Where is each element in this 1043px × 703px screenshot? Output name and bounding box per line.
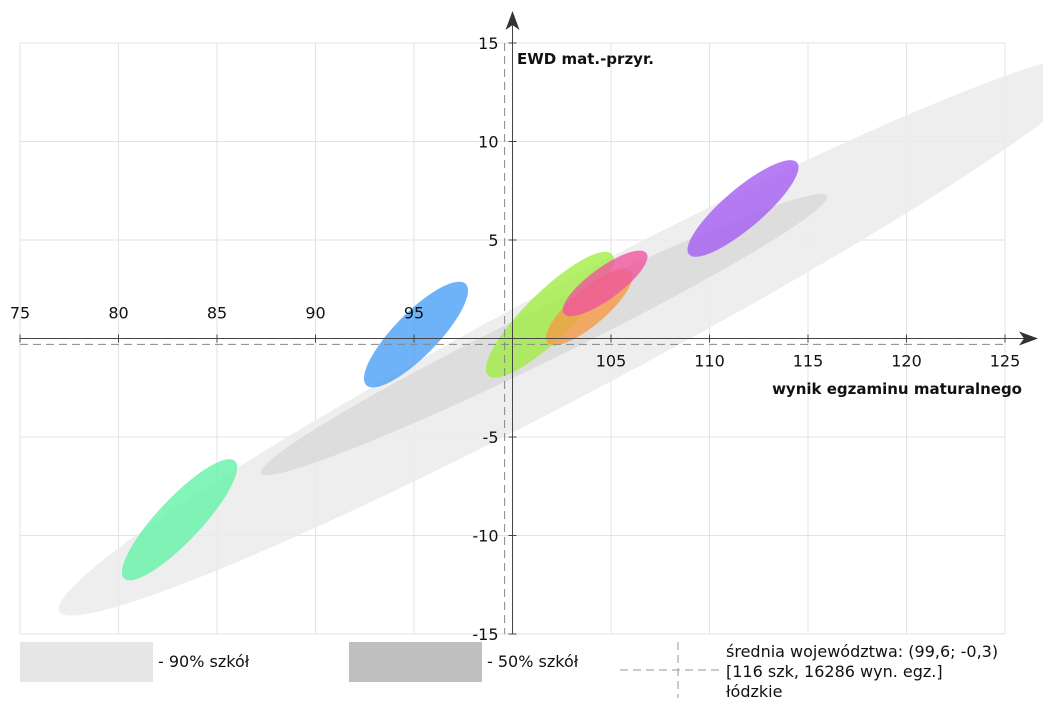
x-axis-label: wynik egzaminu maturalnego <box>772 380 1022 398</box>
y-tick-label: -15 <box>472 625 498 644</box>
legend-label-90: - 90% szkół <box>158 652 250 671</box>
y-axis-arrow-icon <box>505 11 520 30</box>
x-tick-label: 105 <box>596 352 627 371</box>
legend-swatch-90 <box>20 642 153 682</box>
x-axis-arrow-icon <box>1019 331 1038 346</box>
legend-mean-crosshair-icon <box>620 642 720 698</box>
y-tick-label: -10 <box>472 527 498 546</box>
school-ellipse <box>562 250 648 317</box>
x-tick-label: 80 <box>108 304 128 323</box>
y-tick-label: 15 <box>478 34 498 53</box>
axes <box>19 11 1038 635</box>
legend: - 90% szkół - 50% szkół średnia wojewódz… <box>0 642 1043 702</box>
x-tick-label: 95 <box>404 304 424 323</box>
school-ellipse <box>363 281 468 388</box>
legend-label-50: - 50% szkół <box>487 652 579 671</box>
school-ellipse <box>121 459 238 581</box>
x-tick-label: 85 <box>207 304 227 323</box>
y-tick-label: -5 <box>483 428 499 447</box>
x-tick-label: 110 <box>694 352 725 371</box>
x-tick-label: 115 <box>793 352 824 371</box>
y-tick-label: 5 <box>488 231 498 250</box>
x-tick-label: 75 <box>10 304 30 323</box>
y-axis-label: EWD mat.-przyr. <box>517 50 654 68</box>
x-tick-label: 120 <box>891 352 922 371</box>
y-tick-label: 10 <box>478 133 498 152</box>
x-tick-label: 90 <box>305 304 325 323</box>
x-tick-label: 125 <box>990 352 1021 371</box>
legend-mean-line2: [116 szk, 16286 wyn. egz.] <box>726 662 943 681</box>
legend-mean-text: średnia województwa: (99,6; -0,3) [116 s… <box>726 642 998 702</box>
legend-mean-line3: łódzkie <box>726 682 783 701</box>
school-ellipses <box>121 160 799 581</box>
legend-swatch-50 <box>349 642 482 682</box>
school-ellipse <box>687 160 799 257</box>
legend-mean-line1: średnia województwa: (99,6; -0,3) <box>726 642 999 661</box>
